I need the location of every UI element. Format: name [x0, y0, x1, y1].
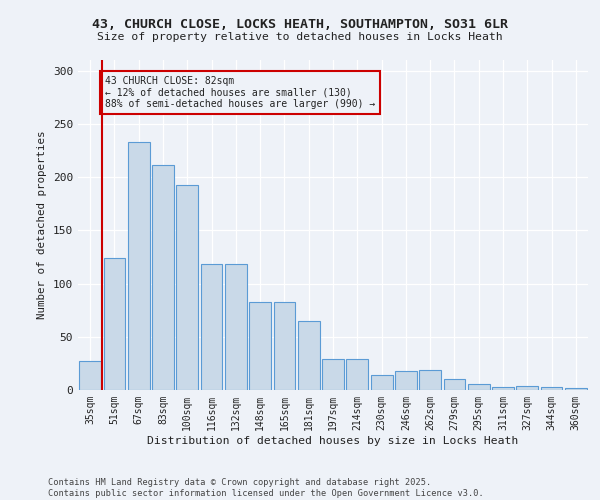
Bar — [565, 388, 587, 390]
Bar — [517, 386, 538, 390]
Bar — [468, 384, 490, 390]
Bar — [274, 302, 295, 390]
Text: 43 CHURCH CLOSE: 82sqm
← 12% of detached houses are smaller (130)
88% of semi-de: 43 CHURCH CLOSE: 82sqm ← 12% of detached… — [105, 76, 375, 109]
Bar — [419, 370, 441, 390]
Bar — [176, 184, 198, 390]
Bar — [152, 166, 174, 390]
Bar — [104, 258, 125, 390]
Bar — [225, 264, 247, 390]
Bar — [371, 375, 392, 390]
Text: Size of property relative to detached houses in Locks Heath: Size of property relative to detached ho… — [97, 32, 503, 42]
Bar — [492, 387, 514, 390]
Bar — [79, 362, 101, 390]
Bar — [346, 359, 368, 390]
Y-axis label: Number of detached properties: Number of detached properties — [37, 130, 47, 320]
Text: 43, CHURCH CLOSE, LOCKS HEATH, SOUTHAMPTON, SO31 6LR: 43, CHURCH CLOSE, LOCKS HEATH, SOUTHAMPT… — [92, 18, 508, 30]
Bar — [322, 359, 344, 390]
Bar — [128, 142, 149, 390]
Bar — [200, 264, 223, 390]
Bar — [443, 380, 466, 390]
Bar — [541, 387, 562, 390]
Bar — [395, 371, 417, 390]
Bar — [249, 302, 271, 390]
Text: Contains HM Land Registry data © Crown copyright and database right 2025.
Contai: Contains HM Land Registry data © Crown c… — [48, 478, 484, 498]
X-axis label: Distribution of detached houses by size in Locks Heath: Distribution of detached houses by size … — [148, 436, 518, 446]
Bar — [298, 321, 320, 390]
